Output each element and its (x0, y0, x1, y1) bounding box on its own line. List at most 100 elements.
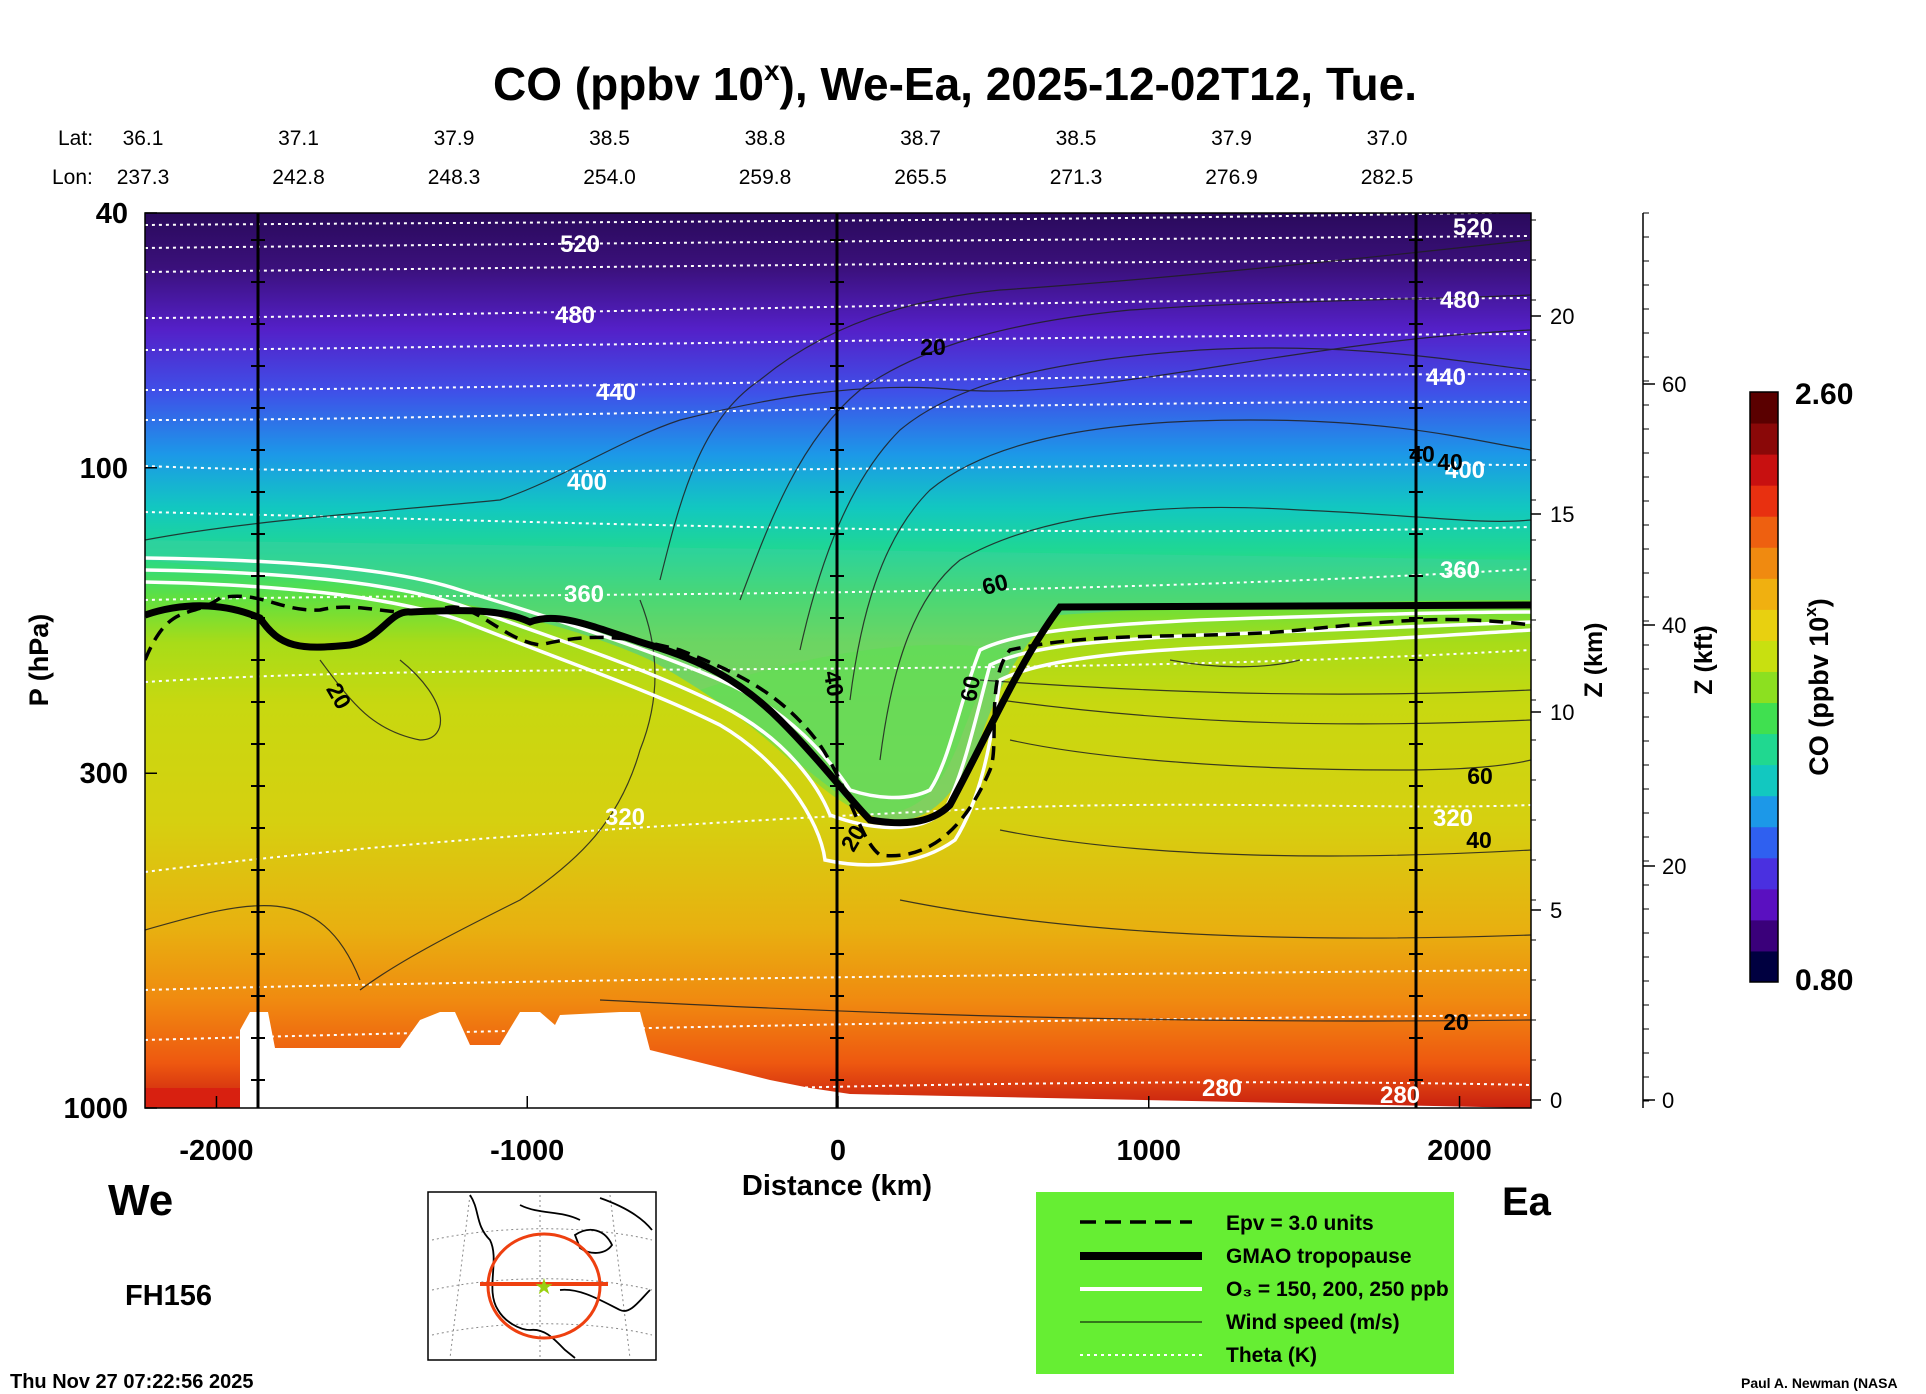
z-kft-tick-label: 0 (1662, 1088, 1674, 1113)
colorbar-band (1750, 423, 1778, 455)
wind-label: 40 (1437, 449, 1463, 475)
z-km-tick-label: 0 (1550, 1088, 1562, 1113)
lon-value: 248.3 (428, 166, 481, 189)
lon-value: 265.5 (894, 166, 947, 189)
fold-core (700, 644, 1010, 815)
theta-label: 360 (1440, 557, 1480, 584)
wind-label: 40 (819, 669, 849, 699)
lat-value: 38.5 (589, 127, 630, 150)
z-km-tick-label: 10 (1550, 700, 1574, 725)
legend-wind-text: Wind speed (m/s) (1226, 1311, 1400, 1334)
y-tick-label: 300 (80, 758, 128, 790)
map-center-star: ★ (534, 1274, 554, 1299)
colorbar-frame (1749, 391, 1779, 983)
wind-label: 60 (1467, 763, 1493, 789)
colorbar-band (1750, 547, 1778, 579)
colorbar-band (1750, 919, 1778, 952)
colorbar-band (1750, 950, 1778, 983)
timestamp: Thu Nov 27 07:22:56 2025 (10, 1371, 253, 1393)
z-kft-tick-label: 60 (1662, 372, 1686, 397)
chart-title: CO (ppbv 10x), We-Ea, 2025-12-02T12, Tue… (493, 55, 1417, 110)
colorbar-band (1750, 516, 1778, 548)
legend-epv-text: Epv = 3.0 units (1226, 1212, 1374, 1235)
z-kft-axis: 0 20 40 60 (1643, 212, 1686, 1113)
colorbar-band (1750, 888, 1778, 921)
theta-label: 320 (605, 804, 645, 831)
lat-value: 37.9 (434, 127, 475, 150)
colorbar-band (1750, 640, 1778, 672)
colorbar-min-label: 0.80 (1795, 964, 1853, 997)
wind-contours (145, 239, 1531, 1022)
theta-labels: 520 480 440 400 360 320 280 520 480 440 400 360 320 2… (555, 214, 1493, 1109)
lat-value: 37.0 (1367, 127, 1408, 150)
x-tick-label: 0 (830, 1135, 846, 1167)
x-tick-label: -1000 (490, 1135, 564, 1167)
north-america-outline (469, 1194, 653, 1359)
tropopause-line (145, 601, 1531, 827)
wind-label: 60 (955, 674, 985, 704)
ozone-contours (145, 556, 1531, 867)
y-axis-ticks: 40 100 300 1000 (63, 198, 157, 1125)
colorbar-label: CO (ppbv 10x) (1801, 598, 1834, 776)
theta-label: 320 (1433, 805, 1473, 832)
lon-value: 276.9 (1205, 166, 1258, 189)
legend-tropopause-text: GMAO tropopause (1226, 1245, 1412, 1268)
colorbar-band (1750, 795, 1778, 828)
colorbar-band (1750, 609, 1778, 641)
lat-value: 38.8 (745, 127, 786, 150)
theta-label: 520 (560, 231, 600, 258)
z-km-axis: 0 5 10 15 20 (1531, 219, 1574, 1113)
z-km-tick-label: 15 (1550, 502, 1574, 527)
theta-label: 280 (1380, 1082, 1420, 1109)
colorbar-max-label: 2.60 (1795, 378, 1853, 411)
colorbar-band (1750, 392, 1778, 424)
lat-value: 37.9 (1211, 127, 1252, 150)
z-km-label: Z (km) (1580, 623, 1608, 698)
colorbar-band (1750, 764, 1778, 797)
theta-label: 520 (1453, 214, 1493, 241)
lon-value: 237.3 (117, 166, 170, 189)
lat-value: 36.1 (123, 127, 164, 150)
theta-label: 480 (1440, 287, 1480, 314)
vertical-marker-ticks (251, 239, 1423, 1081)
lon-value: 242.8 (272, 166, 325, 189)
wind-label: 20 (1443, 1009, 1469, 1035)
x-axis-label: Distance (km) (742, 1170, 932, 1202)
colorbar-band (1750, 671, 1778, 704)
z-km-tick-label: 5 (1550, 898, 1562, 923)
colorbar-band (1750, 826, 1778, 859)
terrain-left-edge (145, 1088, 240, 1108)
map-inset: ★ (427, 1191, 657, 1361)
theta-contours (145, 213, 1531, 1091)
theta-label: 480 (555, 302, 595, 329)
x-tick-label: -2000 (179, 1135, 253, 1167)
colorbar (1750, 392, 1778, 983)
colorbar-band (1750, 578, 1778, 610)
forecast-hour: FH156 (125, 1280, 212, 1312)
theta-label: 440 (596, 379, 636, 406)
lat-value: 38.7 (900, 127, 941, 150)
theta-label: 440 (1426, 364, 1466, 391)
lon-value: 259.8 (739, 166, 792, 189)
lat-value: 37.1 (278, 127, 319, 150)
lon-values: 237.3 242.8 248.3 254.0 259.8 265.5 271.3 276.9… (117, 166, 1414, 189)
lat-values: 36.1 37.1 37.9 38.5 38.8 38.7 38.5 37.9 37.0 (123, 127, 1408, 150)
wind-label: 40 (1466, 827, 1492, 853)
z-kft-label: Z (kft) (1690, 625, 1718, 694)
colorbar-band (1750, 857, 1778, 890)
theta-label: 400 (567, 469, 607, 496)
lat-label: Lat: (58, 127, 93, 150)
theta-label: 400 (1445, 457, 1485, 484)
plot-area (145, 213, 1531, 1108)
x-axis-ticks: -2000 -1000 0 1000 2000 (179, 1096, 1492, 1167)
legend: Epv = 3.0 units GMAO tropopause O₃ = 150… (1036, 1192, 1454, 1374)
colorbar-band (1750, 454, 1778, 486)
y-tick-label: 100 (80, 453, 128, 485)
colorbar-band (1750, 485, 1778, 517)
lon-label: Lon: (52, 166, 93, 189)
lon-value: 282.5 (1361, 166, 1414, 189)
lat-value: 38.5 (1056, 127, 1097, 150)
theta-label: 360 (564, 581, 604, 608)
y-tick-label: 40 (96, 198, 128, 230)
